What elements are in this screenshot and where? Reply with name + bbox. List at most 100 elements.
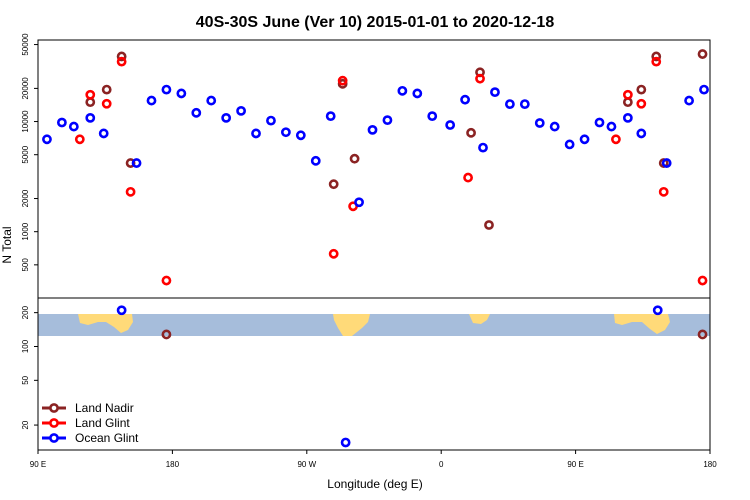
lower-y-ticks: 20 50 100 200 [21,305,38,430]
point-ocean-glint [490,87,500,98]
point-land-glint [611,134,621,145]
legend-label-ocean-glint: Ocean Glint [75,431,139,445]
point-land-nadir [651,51,662,62]
point-ocean-glint [295,130,306,141]
point-ocean-glint [191,107,202,118]
point-land-glint [636,98,647,109]
point-land-nadir [349,153,360,164]
point-land-glint [74,134,85,145]
point-land-nadir [636,84,647,95]
point-ocean-glint [412,88,423,99]
upper-y-tick-label: 5000 [21,145,30,163]
point-ocean-glint [534,118,545,128]
point-ocean-glint [161,84,172,95]
point-ocean-glint [594,117,605,128]
upper-y-tick-label: 20000 [21,77,30,100]
point-ocean-glint [42,134,52,145]
point-ocean-glint [564,139,575,150]
lower-point-land-nadir [161,329,172,340]
map-landmass-south-america [333,314,370,336]
point-land-glint [328,248,339,259]
lower-y-tick-label: 200 [21,305,30,319]
point-land-glint [475,73,485,84]
point-ocean-glint [382,115,393,126]
point-ocean-glint [98,128,109,139]
point-ocean-glint [221,112,232,123]
point-ocean-glint [519,99,530,110]
lower-point-ocean-glint [340,437,351,448]
map-strip [38,314,710,336]
lower-point-ocean-glint [116,305,127,316]
point-land-glint [658,186,669,197]
upper-y-tick-label: 10000 [21,110,30,133]
chart-title: 40S-30S June (Ver 10) 2015-01-01 to 2020… [196,14,555,31]
point-ocean-glint [636,128,647,139]
upper-y-ticks: 500 1000 2000 5000 10000 20000 50000 [21,33,38,272]
point-land-glint [622,89,633,100]
point-land-glint [697,275,708,286]
x-tick-label: 0 [439,460,444,469]
upper-y-tick-label: 2000 [21,189,30,207]
lower-plot-frame [37,297,711,451]
point-land-glint [85,89,96,100]
point-ocean-glint [684,95,694,106]
point-ocean-glint [504,99,515,110]
point-land-glint [651,56,662,67]
point-land-nadir [466,127,476,138]
upper-y-tick-label: 500 [21,258,30,272]
point-ocean-glint [131,158,142,168]
point-ocean-glint [280,127,291,138]
point-land-glint [125,186,136,197]
data-points [42,49,709,448]
point-ocean-glint [325,111,336,122]
legend-marker-ocean-glint [49,433,59,443]
x-tick-label: 180 [166,460,180,469]
legend-label-land-glint: Land Glint [75,416,130,430]
point-ocean-glint [478,142,488,153]
point-land-glint [101,98,112,109]
map-landmass-africa [469,314,490,324]
lower-y-tick-label: 100 [21,339,30,353]
point-land-nadir [101,84,112,95]
point-ocean-glint [236,105,246,116]
point-ocean-glint [266,115,276,126]
x-tick-label: 180 [703,460,717,469]
point-ocean-glint [68,121,79,132]
x-tick-label: 90 E [30,460,46,469]
point-ocean-glint [354,197,364,208]
point-ocean-glint [85,112,96,123]
upper-y-tick-label: 50000 [21,33,30,56]
map-landmass-australia [78,314,133,333]
x-tick-label: 90 E [567,460,583,469]
x-tick-label: 90 W [297,460,316,469]
point-land-glint [337,75,348,86]
point-land-nadir [116,51,127,62]
point-ocean-glint [460,94,470,105]
lower-y-tick-label: 50 [21,375,30,384]
legend-marker-land-glint [49,418,59,428]
point-ocean-glint [251,128,261,139]
point-ocean-glint [146,95,157,106]
point-ocean-glint [176,88,187,99]
legend-marker-land-nadir [49,403,59,413]
point-land-glint [161,275,172,286]
point-ocean-glint [56,117,67,128]
point-ocean-glint [606,121,617,132]
point-ocean-glint [427,111,438,122]
x-ticks: 90 E 180 90 W 0 90 E 180 [30,450,717,469]
point-ocean-glint [699,84,709,95]
x-axis-label: Longitude (deg E) [327,477,422,491]
map-landmass-australia-repeat [614,314,670,334]
point-ocean-glint [622,112,633,123]
point-ocean-glint [310,155,321,166]
point-land-nadir [697,49,708,59]
lower-y-tick-label: 20 [21,420,30,429]
point-ocean-glint [367,124,378,135]
point-ocean-glint [445,120,456,130]
point-ocean-glint [579,134,590,145]
map-ocean-band [38,314,710,336]
upper-y-tick-label: 1000 [21,222,30,240]
point-land-glint [463,172,473,183]
point-land-glint [116,56,127,67]
